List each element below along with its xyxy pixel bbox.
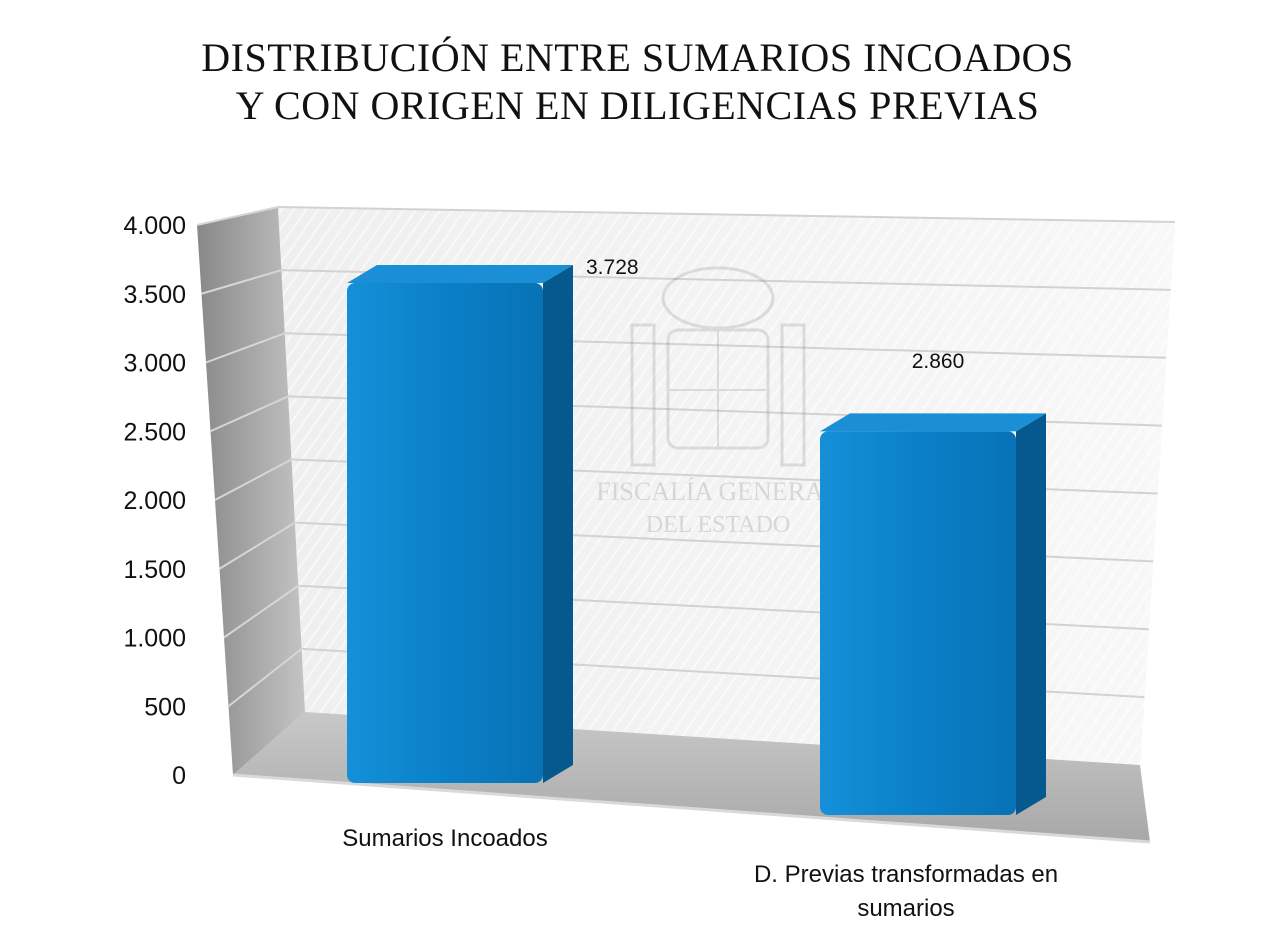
bar <box>820 431 1016 815</box>
y-tick-label: 3.000 <box>123 350 186 378</box>
x-category-label: D. Previas transformadas en <box>754 861 1058 888</box>
gridline <box>277 206 1176 223</box>
gridline-side <box>223 584 299 639</box>
x-category-label: sumarios <box>857 895 954 922</box>
y-tick-label: 2.500 <box>123 418 186 446</box>
gridline-side <box>227 648 303 708</box>
y-axis-ticks: 0 500 1.000 1.500 2.000 2.500 3.000 3.500 4.000 <box>123 212 186 790</box>
gridline-side <box>205 332 286 364</box>
bar <box>347 283 543 783</box>
chart-title-line-2: Y CON ORIGEN EN DILIGENCIAS PREVIAS <box>235 83 1040 128</box>
y-tick-label: 1.000 <box>123 625 186 653</box>
bar-side <box>1016 413 1046 815</box>
watermark-seal-icon: FISCALÍA GENERAL DEL ESTADO <box>596 266 840 538</box>
chart-title-line-1: DISTRIBUCIÓN ENTRE SUMARIOS INCOADOS <box>201 35 1074 80</box>
gridline-side <box>210 395 289 433</box>
gridline-side <box>196 206 279 226</box>
bars: 3.728 2.860 <box>347 256 1046 815</box>
gridline-side <box>201 269 282 295</box>
y-tick-label: 2.000 <box>123 487 186 515</box>
gridline-side <box>218 521 296 570</box>
bar-top <box>820 413 1046 432</box>
watermark-text-1: FISCALÍA GENERAL <box>596 477 839 506</box>
y-tick-label: 3.500 <box>123 281 186 309</box>
y-tick-label: 500 <box>144 693 186 721</box>
bar-data-label: 2.860 <box>912 350 965 373</box>
y-tick-label: 0 <box>172 762 186 790</box>
watermark-text-2: DEL ESTADO <box>646 512 791 538</box>
bar-side <box>543 265 573 783</box>
chart-side-wall <box>197 207 305 775</box>
category-labels: Sumarios Incoados D. Previas transformada… <box>342 825 1058 922</box>
y-tick-label: 1.500 <box>123 556 186 584</box>
bar-top <box>347 265 573 283</box>
x-category-label: Sumarios Incoados <box>342 825 547 852</box>
y-tick-label: 4.000 <box>123 212 186 240</box>
gridline-side <box>214 458 292 501</box>
bar-data-label: 3.728 <box>586 256 639 279</box>
